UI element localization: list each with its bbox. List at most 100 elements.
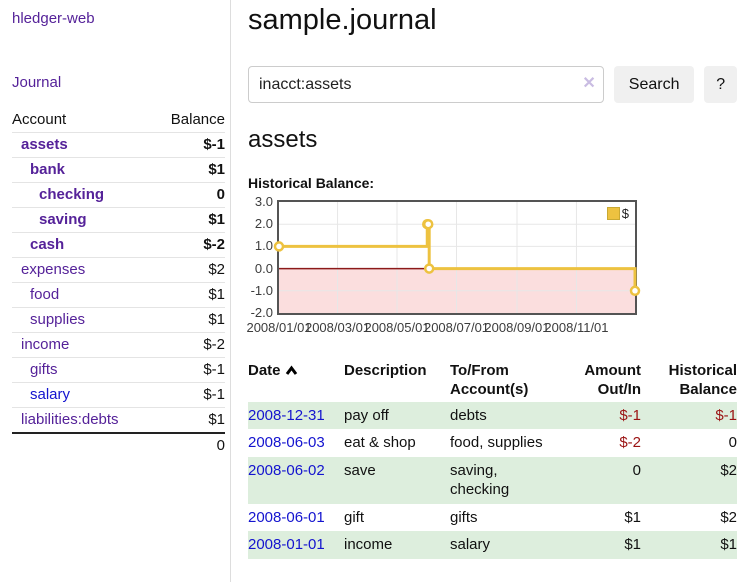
account-link-checking[interactable]: checking bbox=[39, 186, 105, 203]
account-link-supplies[interactable]: supplies bbox=[30, 311, 86, 328]
account-link-assets[interactable]: assets bbox=[21, 136, 68, 153]
main-content: sample.journal ✕ Search ? assets Histori… bbox=[246, 0, 737, 559]
transaction-date-link[interactable]: 2008-12-31 bbox=[248, 406, 325, 424]
transaction-description: gift bbox=[344, 508, 365, 526]
account-table-body: assets $-1 bank $1 checking 0 saving $1 cash $-2 e… bbox=[12, 132, 225, 434]
account-column-header: Account bbox=[12, 111, 67, 128]
account-row: liabilities:debts $1 bbox=[12, 407, 225, 434]
legend-label: $ bbox=[621, 206, 629, 221]
accounts-table: Account Balance assets $-1 bank $1 checking 0… bbox=[12, 108, 225, 458]
x-axis-tick-label: 2008/07/01 bbox=[423, 320, 490, 335]
sort-ascending-icon bbox=[285, 363, 298, 382]
account-row: expenses $2 bbox=[12, 257, 225, 283]
transaction-balance: $-1 bbox=[715, 406, 737, 424]
transaction-balance: $1 bbox=[720, 536, 737, 553]
account-balance: $-1 bbox=[203, 136, 225, 153]
register-header-row: Date Description To/From Account(s) Amou… bbox=[248, 360, 737, 402]
header-amount: Amount Out/In bbox=[584, 362, 641, 398]
sidebar-item-journal[interactable]: Journal bbox=[12, 74, 62, 91]
header-accounts: To/From Account(s) bbox=[450, 362, 529, 398]
x-axis-tick-label: 2008/05/01 bbox=[364, 320, 430, 335]
transaction-amount: $1 bbox=[624, 508, 641, 526]
account-link-food[interactable]: food bbox=[30, 286, 60, 303]
header-description: Description bbox=[344, 362, 427, 379]
account-row: assets $-1 bbox=[12, 132, 225, 158]
balance-column-header: Balance bbox=[170, 111, 225, 128]
account-balance: $1 bbox=[208, 311, 225, 328]
transaction-accounts: saving, checking bbox=[450, 461, 510, 499]
account-row: gifts $-1 bbox=[12, 357, 225, 383]
account-balance: $1 bbox=[208, 286, 225, 303]
account-link-gifts[interactable]: gifts bbox=[30, 361, 58, 378]
account-balance: $-2 bbox=[203, 236, 225, 253]
account-link-income[interactable]: income bbox=[21, 336, 70, 353]
transaction-balance: $2 bbox=[720, 461, 737, 479]
account-balance: $2 bbox=[208, 261, 225, 278]
account-link-expenses[interactable]: expenses bbox=[21, 261, 86, 278]
x-axis-tick-label: 2008/01/01 bbox=[246, 320, 312, 335]
x-axis-tick-label: 2008/09/01 bbox=[484, 320, 550, 335]
account-row: bank $1 bbox=[12, 157, 225, 183]
transaction-amount: $1 bbox=[624, 536, 641, 553]
register-table-body: 2008-12-31 pay off debts $-1 $-1 2008-06-03 ea… bbox=[248, 401, 737, 559]
y-axis-tick-label: 2.0 bbox=[254, 216, 273, 232]
account-link-cash[interactable]: cash bbox=[30, 236, 65, 253]
account-row: supplies $1 bbox=[12, 307, 225, 333]
help-button[interactable]: ? bbox=[704, 66, 737, 103]
y-axis-tick-label: 1.0 bbox=[254, 238, 273, 254]
account-row: checking 0 bbox=[12, 182, 225, 208]
transaction-description: save bbox=[344, 461, 376, 479]
account-row: cash $-2 bbox=[12, 232, 225, 258]
account-balance: $-2 bbox=[203, 336, 225, 353]
transaction-date-link[interactable]: 2008-06-01 bbox=[248, 508, 325, 526]
transaction-date-link[interactable]: 2008-06-03 bbox=[248, 434, 325, 451]
transaction-amount: $-1 bbox=[619, 406, 641, 424]
page-title: sample.journal bbox=[248, 4, 437, 36]
transaction-description: income bbox=[344, 536, 393, 553]
account-balance: $-1 bbox=[203, 386, 225, 403]
y-axis-tick-label: 0.0 bbox=[254, 260, 273, 276]
search-button[interactable]: Search bbox=[613, 66, 695, 103]
transaction-row: 2008-06-03 eat & shop food, supplies $-2 0 bbox=[248, 429, 737, 457]
search-input[interactable] bbox=[248, 66, 604, 103]
transaction-description: eat & shop bbox=[344, 434, 416, 451]
sidebar: hledger-web Journal Account Balance asse… bbox=[0, 0, 231, 582]
transaction-row: 2008-01-01 income salary $1 $1 bbox=[248, 531, 737, 559]
header-date[interactable]: Date bbox=[248, 360, 344, 402]
accounts-total-row: 0 bbox=[12, 433, 225, 458]
account-row: saving $1 bbox=[12, 207, 225, 233]
transaction-accounts: gifts bbox=[450, 508, 478, 526]
transaction-amount: $-2 bbox=[619, 434, 641, 451]
x-axis-tick-label: 2008/03/01 bbox=[304, 320, 371, 335]
account-link-bank[interactable]: bank bbox=[30, 161, 66, 178]
account-row: salary $-1 bbox=[12, 382, 225, 408]
chart-title: Historical Balance: bbox=[248, 175, 375, 191]
transaction-balance: $2 bbox=[720, 508, 737, 526]
account-row: income $-2 bbox=[12, 332, 225, 358]
transaction-row: 2008-12-31 pay off debts $-1 $-1 bbox=[248, 401, 737, 429]
account-heading: assets bbox=[248, 126, 318, 153]
chart-plot-area: $ bbox=[273, 200, 641, 315]
register-table: Date Description To/From Account(s) Amou… bbox=[248, 360, 737, 559]
transaction-date-link[interactable]: 2008-01-01 bbox=[248, 536, 325, 553]
account-balance: $1 bbox=[208, 211, 225, 228]
header-balance: Historical Balance bbox=[668, 362, 737, 398]
transaction-accounts: salary bbox=[450, 536, 491, 553]
y-axis-tick-label: 3.0 bbox=[254, 194, 273, 209]
account-balance: 0 bbox=[216, 186, 225, 203]
account-balance: $-1 bbox=[203, 361, 225, 378]
app-brand-link[interactable]: hledger-web bbox=[12, 10, 95, 27]
transaction-date-link[interactable]: 2008-06-02 bbox=[248, 461, 325, 479]
account-link-saving[interactable]: saving bbox=[39, 211, 87, 228]
account-link-salary[interactable]: salary bbox=[30, 386, 71, 403]
transaction-accounts: food, supplies bbox=[450, 434, 543, 451]
chart-canvas bbox=[273, 202, 641, 313]
transaction-description: pay off bbox=[344, 406, 389, 424]
clear-search-icon[interactable]: ✕ bbox=[582, 75, 596, 92]
search-form: ✕ Search ? bbox=[248, 66, 737, 103]
account-balance: $1 bbox=[208, 161, 225, 178]
accounts-table-header: Account Balance bbox=[12, 108, 225, 133]
accounts-total-value: 0 bbox=[216, 437, 225, 454]
transaction-balance: 0 bbox=[728, 434, 737, 451]
account-link-liabilities-debts[interactable]: liabilities:debts bbox=[21, 411, 119, 428]
